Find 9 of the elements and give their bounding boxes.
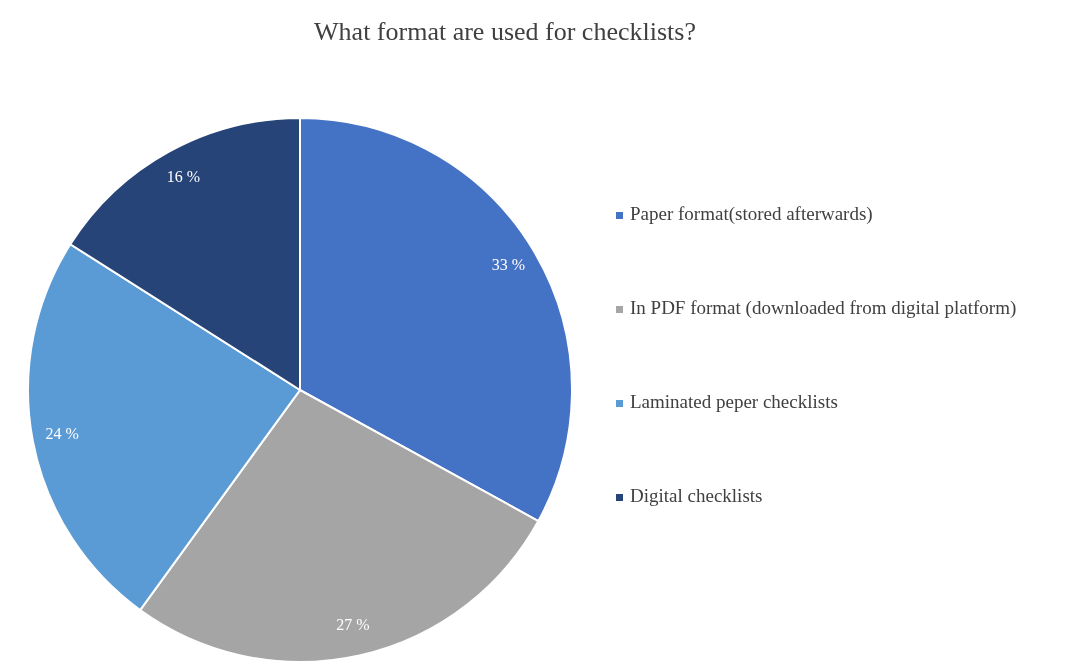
legend-label: Digital checklists: [630, 485, 763, 507]
data-label: 33 %: [491, 256, 526, 274]
legend-label: Laminated peper checklists: [630, 391, 838, 413]
legend-label: In PDF format (downloaded from digital platform): [630, 297, 1017, 320]
data-label: 24 %: [45, 425, 79, 443]
data-label: 27 %: [336, 615, 370, 633]
chart-title: What format are used for checklists?: [314, 17, 696, 46]
data-label: 16 %: [166, 167, 201, 185]
legend-label: Paper format(stored afterwards): [630, 203, 873, 226]
